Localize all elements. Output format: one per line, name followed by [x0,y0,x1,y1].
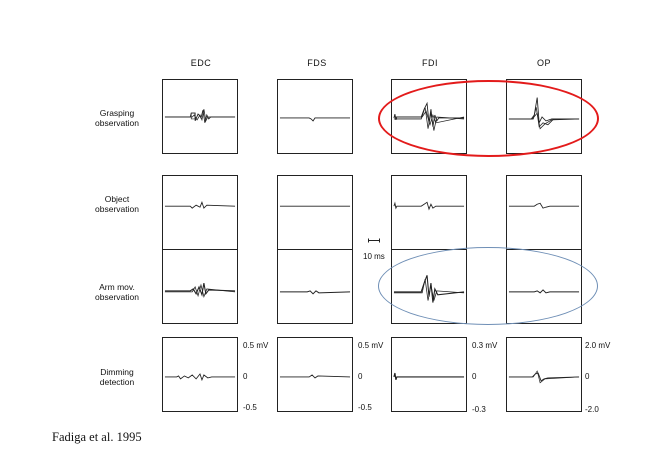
row-label-line: Grasping [99,108,135,118]
column-header-edc: EDC [190,58,212,68]
scale-zero-fds: 0 [358,372,363,381]
scale-bottom-op: -2.0 [585,405,599,414]
scale-zero-fdi: 0 [472,372,477,381]
row-label-line: Arm mov. [99,282,135,292]
emg-trace [279,205,351,207]
emg-trace [393,201,465,211]
emg-panel-object-fdi [391,175,467,250]
emg-trace [164,373,236,382]
emg-panel-arm-op [506,249,582,324]
column-header-fdi: FDI [422,58,438,68]
scale-top-fdi: 0.3 mV [472,341,498,350]
emg-panel-object-edc [162,175,238,250]
scale-bottom-fds: -0.5 [358,403,372,412]
emg-panel-dimming-edc [162,337,238,412]
emg-panel-dimming-fds [277,337,353,412]
row-label-grasping: Grasping observation [76,108,158,128]
emg-trace [393,275,465,303]
emg-panel-dimming-op [506,337,582,412]
scale-zero-op: 0 [585,372,590,381]
row-label-line: observation [95,292,139,302]
emg-panel-arm-fds [277,249,353,324]
scale-top-fds: 0.5 mV [358,341,384,350]
emg-trace [508,97,580,130]
scale-top-edc: 0.5 mV [243,341,269,350]
scale-top-op: 2.0 mV [585,341,611,350]
emg-trace [393,372,465,381]
emg-panel-grasping-edc [162,79,238,154]
scale-bottom-fdi: -0.3 [472,405,486,414]
emg-trace [164,282,236,299]
row-label-arm-movement: Arm mov. observation [76,282,158,302]
emg-panel-arm-edc [162,249,238,324]
emg-trace [508,289,580,294]
column-header-op: OP [536,58,551,68]
emg-panel-grasping-fds [277,79,353,154]
row-label-line: observation [95,118,139,128]
scale-zero-edc: 0 [243,372,248,381]
row-label-dimming: Dimming detection [76,367,158,387]
emg-trace [279,290,351,295]
time-scale-label: 10 ms [363,252,385,261]
emg-panel-arm-fdi [391,249,467,324]
emg-trace [508,370,580,384]
emg-panel-grasping-op [506,79,582,154]
emg-trace [164,201,236,209]
row-label-line: Dimming [100,367,134,377]
citation: Fadiga et al. 1995 [52,430,142,444]
scale-bottom-edc: -0.5 [243,403,257,412]
emg-panel-object-op [506,175,582,250]
emg-trace [279,374,351,379]
row-label-object: Object observation [76,194,158,214]
emg-trace [508,202,580,209]
time-scale-bar [368,238,380,243]
emg-panel-grasping-fdi [391,79,467,154]
row-label-line: observation [95,204,139,214]
row-label-line: Object [104,194,130,204]
emg-panel-dimming-fdi [391,337,467,412]
emg-trace [393,101,465,131]
column-header-fds: FDS [307,58,327,68]
emg-trace [279,117,351,122]
emg-trace [164,109,236,123]
emg-panel-object-fds [277,175,353,250]
row-label-line: detection [99,377,135,387]
